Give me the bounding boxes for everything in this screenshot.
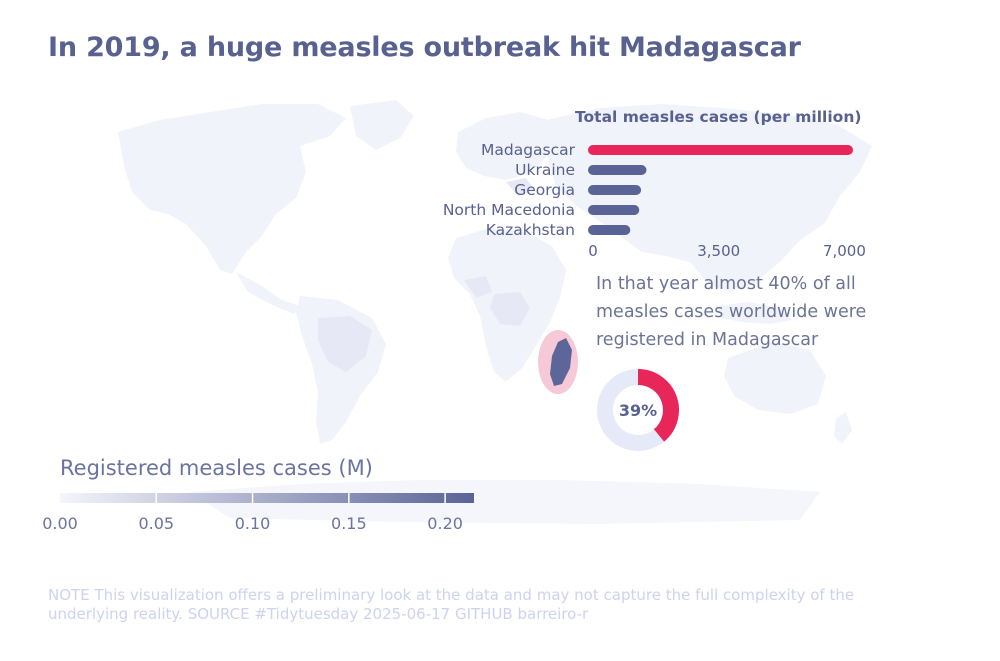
legend-gradient-bar: [60, 493, 474, 503]
legend-tick-label: 0.15: [331, 514, 367, 533]
map-nigeria: [464, 276, 492, 298]
bar-chart: Total measles cases (per million) Madagas…: [443, 108, 866, 260]
donut-label: 39%: [619, 401, 657, 420]
annotation-text: In that year almost 40% of all measles c…: [596, 274, 867, 350]
map-central-america: [236, 272, 300, 314]
map-ukraine-region: [506, 178, 534, 196]
legend-tick-label: 0.10: [235, 514, 271, 533]
legend-tick-label: 0.00: [42, 514, 78, 533]
bar-label: Madagascar: [481, 141, 576, 159]
bar-label: Kazakhstan: [486, 221, 575, 239]
x-tick-label: 3,500: [697, 242, 740, 260]
color-legend: 0.00 0.05 0.10 0.15 0.20: [42, 493, 474, 533]
donut-slice: [637, 369, 679, 442]
legend-tick-label: 0.05: [138, 514, 174, 533]
madagascar-shape: [550, 338, 572, 386]
legend-title: Registered measles cases (M): [60, 456, 373, 480]
bar-label: Ukraine: [515, 161, 575, 179]
map-north-america: [118, 104, 346, 274]
x-tick-label: 7,000: [823, 242, 866, 260]
map-europe: [456, 112, 560, 180]
legend-tick-label: 0.20: [427, 514, 463, 533]
map-congo: [490, 292, 530, 326]
map-brazil: [318, 316, 372, 372]
bar-chart-title: Total measles cases (per million): [575, 108, 861, 126]
footnote: NOTE This visualization offers a prelimi…: [48, 586, 855, 623]
donut-chart: 39%: [597, 369, 679, 451]
bar-label: North Macedonia: [443, 201, 575, 219]
map-antarctica: [190, 480, 820, 524]
map-indonesia: [716, 302, 792, 324]
page-title: In 2019, a huge measles outbreak hit Mad…: [48, 32, 801, 63]
map-greenland: [350, 100, 414, 150]
map-australia: [724, 342, 826, 414]
map-new-zealand: [834, 412, 852, 444]
x-tick-label: 0: [588, 242, 598, 260]
bar-label: Georgia: [514, 181, 575, 199]
